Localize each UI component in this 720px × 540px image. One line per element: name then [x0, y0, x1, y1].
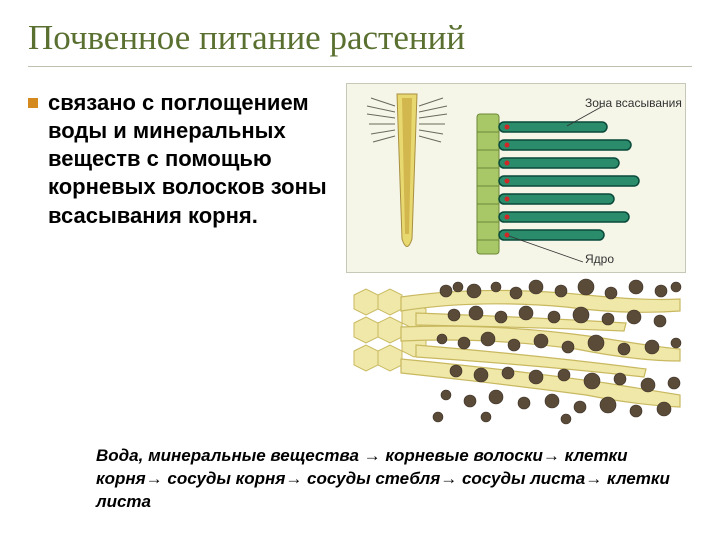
nucleus-label: Ядро [585, 252, 614, 266]
flow-text: Вода, минеральные вещества → корневые во… [96, 445, 682, 514]
slide-title: Почвенное питание растений [28, 18, 692, 67]
content-row: связано с поглощением воды и минеральных… [28, 83, 692, 427]
root-hair-diagram: Зона всасывания Ядро [346, 83, 686, 273]
bullet-block: связано с поглощением воды и минеральных… [28, 83, 328, 427]
bullet-marker-icon [28, 98, 38, 108]
root-soil-diagram [346, 277, 686, 427]
bullet-text: связано с поглощением воды и минеральных… [48, 89, 328, 230]
diagrams-column: Зона всасывания Ядро [346, 83, 692, 427]
zone-label: Зона всасывания [585, 96, 682, 110]
